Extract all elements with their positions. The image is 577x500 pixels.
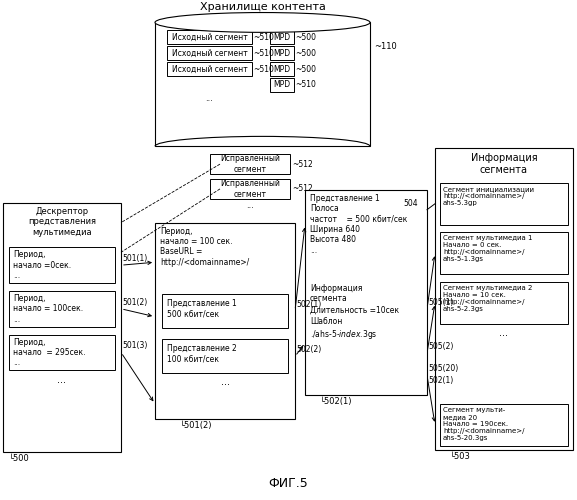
Text: MPD: MPD [273, 33, 291, 42]
FancyBboxPatch shape [3, 203, 121, 452]
FancyBboxPatch shape [210, 179, 290, 199]
Text: ФИГ.5: ФИГ.5 [269, 477, 308, 490]
Text: Сегмент мульти-
медиа 20
Начало = 190сек.
http://<domainname>/
ahs-5-20.3gs: Сегмент мульти- медиа 20 Начало = 190сек… [443, 407, 524, 441]
FancyBboxPatch shape [435, 148, 573, 451]
FancyBboxPatch shape [440, 404, 568, 446]
Text: Сегмент мультимедиа 2
Начало = 10 сек.
http://<domainname>/
ahs-5-2.3gs: Сегмент мультимедиа 2 Начало = 10 сек. h… [443, 285, 533, 312]
Text: Исправленный
сегмент: Исправленный сегмент [220, 179, 280, 199]
FancyBboxPatch shape [270, 62, 294, 76]
Text: ~510: ~510 [295, 80, 316, 90]
FancyBboxPatch shape [440, 232, 568, 274]
Text: Представление 1
Полоса
частот    = 500 кбит/сек
Ширина 640
Высота 480
...: Представление 1 Полоса частот = 500 кбит… [310, 194, 407, 255]
Text: 502(2): 502(2) [296, 346, 321, 354]
FancyBboxPatch shape [167, 46, 252, 60]
FancyBboxPatch shape [305, 190, 427, 395]
Text: ~110: ~110 [374, 42, 397, 50]
FancyBboxPatch shape [167, 62, 252, 76]
Text: 505(20): 505(20) [428, 364, 458, 373]
Text: └502(1): └502(1) [320, 397, 353, 406]
FancyBboxPatch shape [155, 222, 295, 419]
Text: Период,
начало =0сек.
...: Период, начало =0сек. ... [13, 250, 71, 280]
Text: Дескрептор
представления
мультимедиа: Дескрептор представления мультимедиа [28, 206, 96, 236]
Text: 501(1): 501(1) [122, 254, 147, 263]
Text: Представление 1
500 кбит/сек: Представление 1 500 кбит/сек [167, 299, 237, 318]
FancyBboxPatch shape [270, 30, 294, 44]
Text: ~510: ~510 [253, 64, 274, 74]
Text: ...: ... [58, 375, 66, 385]
Text: Исходный сегмент: Исходный сегмент [171, 48, 248, 58]
Text: ~510: ~510 [253, 33, 274, 42]
Text: Длительность =10сек: Длительность =10сек [310, 306, 399, 315]
FancyBboxPatch shape [440, 282, 568, 324]
Text: 504: 504 [403, 200, 418, 208]
Text: Период,
начало  = 295сек.
...: Период, начало = 295сек. ... [13, 338, 85, 368]
Text: └500: └500 [9, 454, 30, 464]
FancyBboxPatch shape [155, 22, 370, 146]
Text: Исходный сегмент: Исходный сегмент [171, 33, 248, 42]
FancyBboxPatch shape [440, 183, 568, 224]
Text: └501(2): └501(2) [180, 420, 212, 430]
Text: Период,
начало = 100 сек.
BaseURL =
http://<domainname>/: Период, начало = 100 сек. BaseURL = http… [160, 226, 249, 266]
Text: Сегмент инициализации
http://<domainname>/
ahs-5.3gp: Сегмент инициализации http://<domainname… [443, 186, 534, 206]
Text: 502(1): 502(1) [428, 376, 454, 385]
Text: MPD: MPD [273, 80, 291, 90]
Text: Хранилище контента: Хранилище контента [200, 2, 325, 12]
Text: ...: ... [246, 201, 254, 210]
Text: ~512: ~512 [292, 160, 313, 168]
Text: 505(1): 505(1) [428, 298, 454, 307]
FancyBboxPatch shape [167, 30, 252, 44]
Ellipse shape [155, 12, 370, 32]
Text: ~510: ~510 [253, 48, 274, 58]
Text: └503: └503 [450, 452, 471, 462]
FancyBboxPatch shape [162, 294, 288, 328]
Text: ~512: ~512 [292, 184, 313, 194]
Text: ...: ... [220, 377, 230, 387]
FancyBboxPatch shape [9, 291, 115, 326]
Text: 501(2): 501(2) [122, 298, 147, 307]
Text: 502(1): 502(1) [296, 300, 321, 309]
Text: ~500: ~500 [295, 64, 316, 74]
FancyBboxPatch shape [162, 340, 288, 373]
Text: MPD: MPD [273, 48, 291, 58]
FancyBboxPatch shape [270, 78, 294, 92]
Text: Исправленный
сегмент: Исправленный сегмент [220, 154, 280, 174]
Text: ~500: ~500 [295, 33, 316, 42]
Text: Сегмент мультимедиа 1
Начало = 0 сек.
http://<domainname>/
ahs-5-1.3gs: Сегмент мультимедиа 1 Начало = 0 сек. ht… [443, 236, 533, 262]
Text: ...: ... [500, 328, 508, 338]
Text: 505(2): 505(2) [428, 342, 454, 351]
FancyBboxPatch shape [9, 248, 115, 283]
Text: Исходный сегмент: Исходный сегмент [171, 64, 248, 74]
Text: MPD: MPD [273, 64, 291, 74]
Text: ~500: ~500 [295, 48, 316, 58]
Text: Период,
начало = 100сек.
...: Период, начало = 100сек. ... [13, 294, 83, 324]
Text: ...: ... [205, 94, 213, 103]
Text: Шаблон
./ahs-5-$index$.3gs: Шаблон ./ahs-5-$index$.3gs [310, 316, 377, 340]
FancyBboxPatch shape [9, 334, 115, 370]
FancyBboxPatch shape [210, 154, 290, 174]
Text: 501(3): 501(3) [122, 342, 147, 350]
Text: Информация
сегмента: Информация сегмента [310, 284, 362, 304]
Text: Информация
сегмента: Информация сегмента [471, 153, 537, 175]
Text: Представление 2
100 кбит/сек: Представление 2 100 кбит/сек [167, 344, 237, 364]
FancyBboxPatch shape [270, 46, 294, 60]
